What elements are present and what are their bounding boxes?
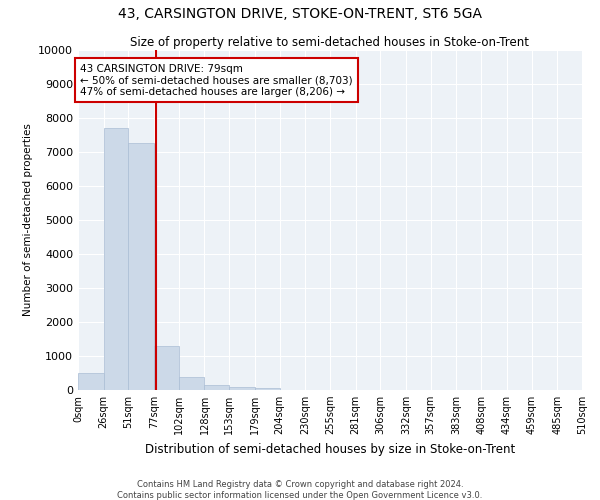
X-axis label: Distribution of semi-detached houses by size in Stoke-on-Trent: Distribution of semi-detached houses by …: [145, 442, 515, 456]
Bar: [104, 128, 128, 390]
Bar: [229, 386, 255, 390]
Title: Size of property relative to semi-detached houses in Stoke-on-Trent: Size of property relative to semi-detach…: [131, 36, 530, 49]
Text: Contains HM Land Registry data © Crown copyright and database right 2024.
Contai: Contains HM Land Registry data © Crown c…: [118, 480, 482, 500]
Text: 43, CARSINGTON DRIVE, STOKE-ON-TRENT, ST6 5GA: 43, CARSINGTON DRIVE, STOKE-ON-TRENT, ST…: [118, 8, 482, 22]
Y-axis label: Number of semi-detached properties: Number of semi-detached properties: [23, 124, 32, 316]
Bar: [154, 346, 179, 390]
Bar: [128, 144, 154, 390]
Bar: [78, 373, 104, 390]
Text: 43 CARSINGTON DRIVE: 79sqm
← 50% of semi-detached houses are smaller (8,703)
47%: 43 CARSINGTON DRIVE: 79sqm ← 50% of semi…: [80, 64, 353, 97]
Bar: [205, 385, 229, 390]
Bar: [255, 388, 280, 390]
Bar: [179, 378, 205, 390]
